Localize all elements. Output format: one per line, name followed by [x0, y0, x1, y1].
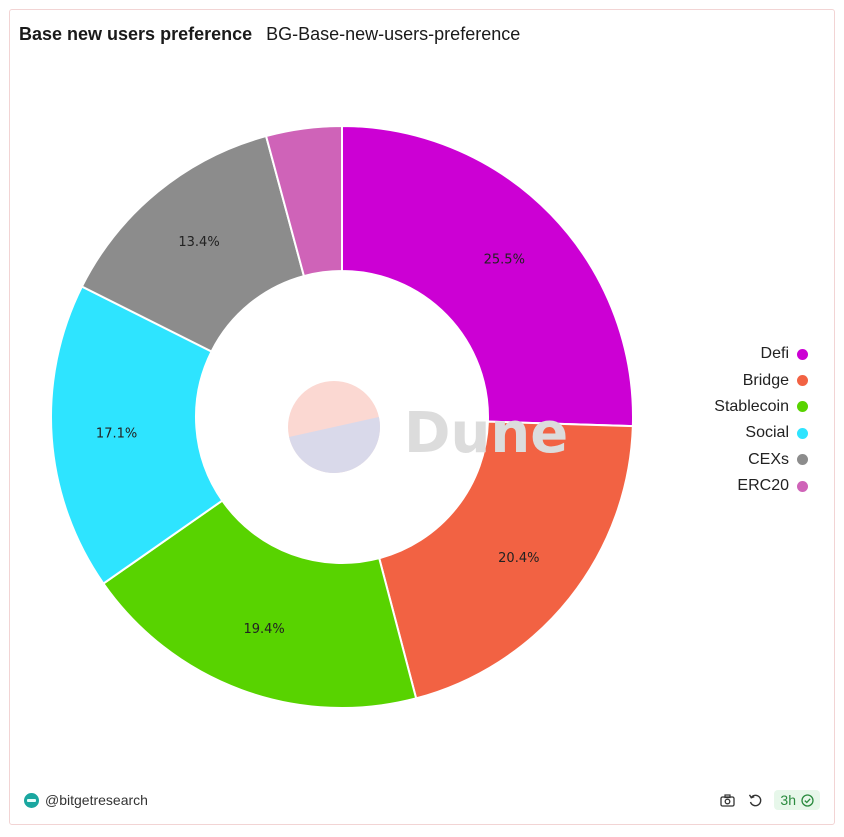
chart-title[interactable]: Base new users preference: [19, 24, 253, 44]
legend-swatch: [797, 480, 808, 492]
slice-label-stablecoin: 19.4%: [243, 622, 284, 637]
chart-subtitle: BG-Base-new-users-preference: [266, 24, 521, 44]
chart-legend: Defi Bridge Stablecoin Social CEXs ERC20: [714, 341, 808, 499]
avatar: [24, 792, 39, 808]
legend-swatch: [797, 427, 808, 439]
slices-group: [50, 124, 634, 709]
slice-stablecoin[interactable]: [102, 499, 418, 709]
legend-label: ERC20: [737, 477, 789, 495]
slice-bridge[interactable]: [377, 420, 634, 700]
legend-item-defi[interactable]: Defi: [714, 341, 808, 367]
legend-label: Stablecoin: [714, 397, 789, 415]
check-circle-icon: [801, 793, 814, 807]
legend-swatch: [797, 348, 808, 360]
watermark-logo-bottom: [289, 416, 380, 474]
legend-swatch: [797, 375, 808, 387]
slice-social[interactable]: [50, 285, 224, 585]
freshness-badge[interactable]: 3h: [774, 790, 820, 810]
footer-actions: 3h: [710, 789, 820, 811]
freshness-text: 3h: [780, 792, 796, 808]
dune-watermark: Dune: [288, 381, 568, 474]
author-link[interactable]: @bitgetresearch: [24, 792, 148, 808]
legend-swatch: [797, 401, 808, 413]
legend-item-bridge[interactable]: Bridge: [714, 367, 808, 393]
legend-label: CEXs: [748, 450, 789, 468]
slice-labels-group: 25.5% 20.4% 19.4% 17.1% 13.4%: [96, 235, 540, 637]
legend-label: Social: [745, 424, 789, 442]
legend-label: Defi: [760, 345, 789, 363]
legend-swatch: [797, 454, 808, 466]
slice-label-bridge: 20.4%: [498, 551, 539, 566]
slice-cexs[interactable]: [80, 134, 306, 353]
slice-defi[interactable]: [341, 124, 634, 428]
camera-icon[interactable]: [716, 789, 738, 811]
legend-item-stablecoin[interactable]: Stablecoin: [714, 394, 808, 420]
author-name: @bitgetresearch: [45, 792, 148, 808]
legend-item-cexs[interactable]: CEXs: [714, 447, 808, 473]
slice-label-cexs: 13.4%: [178, 235, 219, 250]
chart-header: Base new users preference BG-Base-new-us…: [19, 24, 520, 45]
legend-item-erc20[interactable]: ERC20: [714, 473, 808, 499]
slice-erc20[interactable]: [264, 124, 343, 278]
legend-label: Bridge: [742, 371, 789, 389]
slice-label-defi: 25.5%: [484, 253, 525, 268]
watermark-text: Dune: [404, 401, 568, 466]
slice-label-social: 17.1%: [96, 426, 137, 441]
refresh-icon[interactable]: [744, 789, 766, 811]
legend-item-social[interactable]: Social: [714, 420, 808, 446]
